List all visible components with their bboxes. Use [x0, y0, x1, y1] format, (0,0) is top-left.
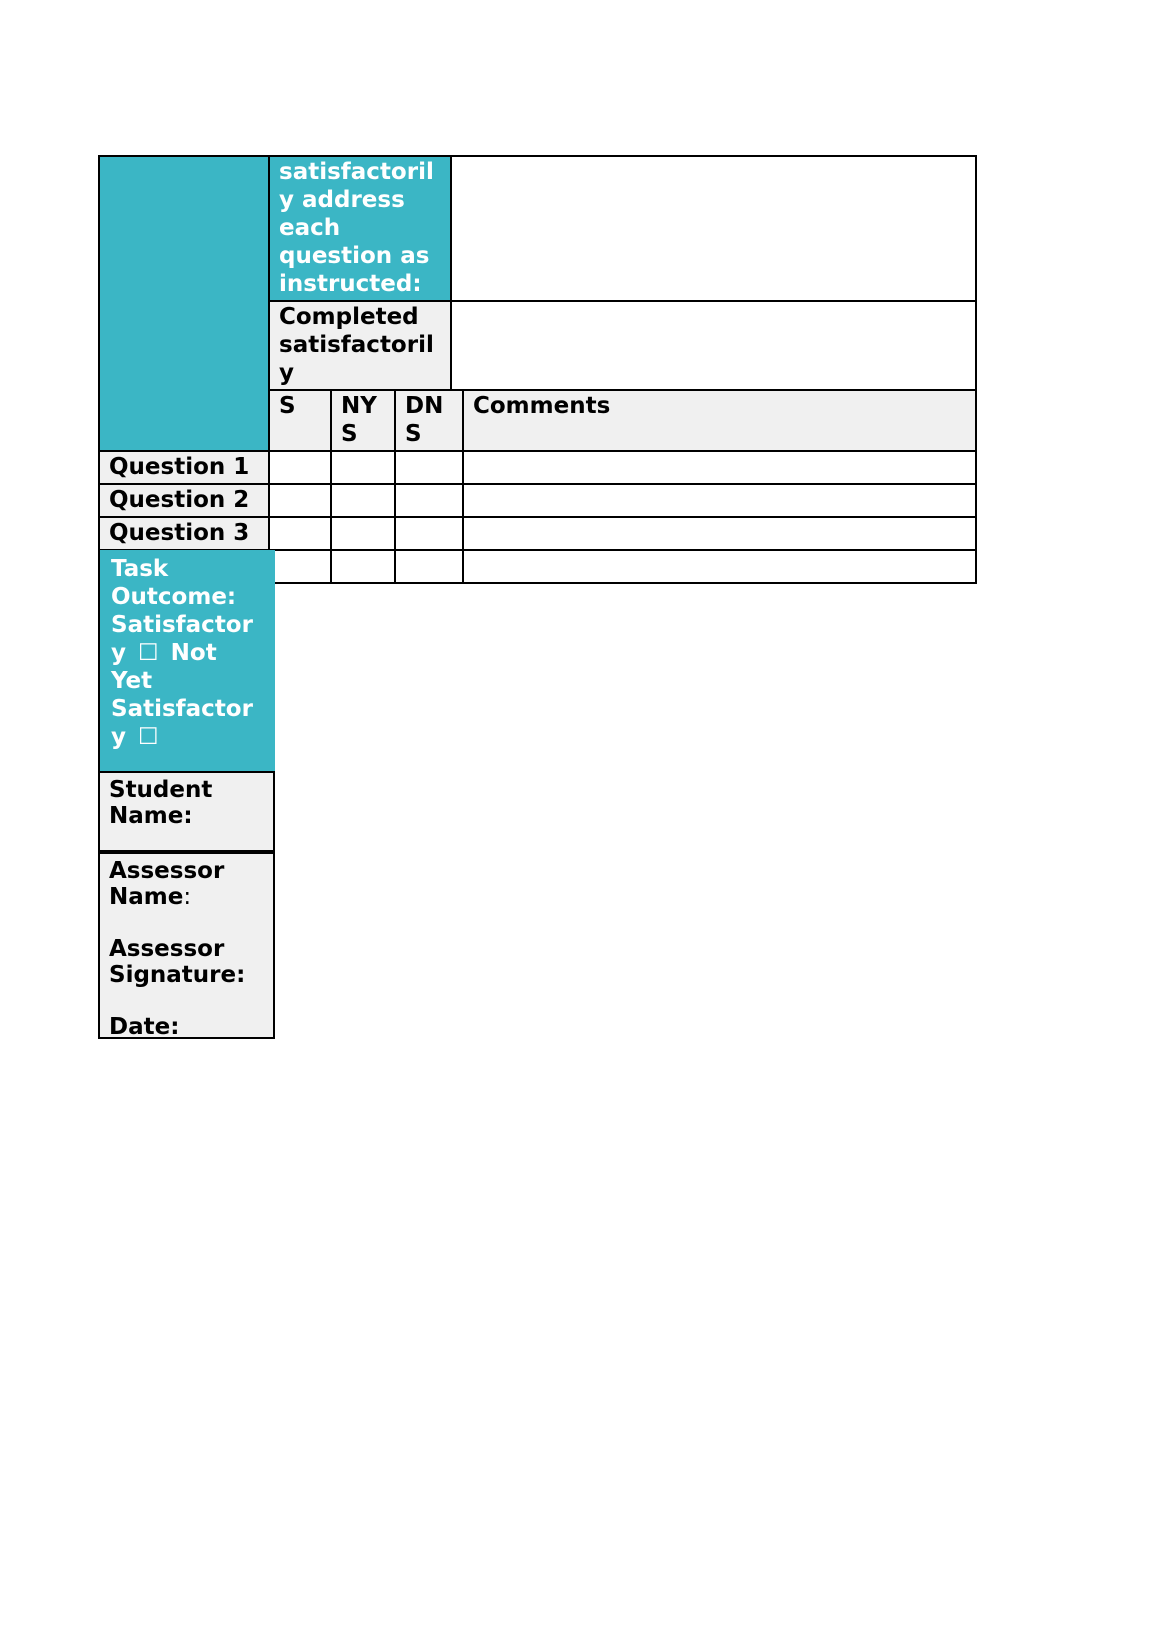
dns-cell[interactable]	[394, 450, 464, 485]
nys-cell[interactable]	[330, 483, 396, 518]
instruction-header-cell: satisfactorily address each question as …	[268, 155, 452, 302]
filler-area	[450, 155, 977, 302]
comments-cell[interactable]	[462, 483, 977, 518]
column-header-dns: DNS	[394, 389, 464, 452]
assessor-name-line: Assessor Name:	[109, 858, 261, 910]
assessment-table: satisfactorily address each question as …	[98, 155, 977, 584]
table-row: Question 1	[98, 450, 977, 485]
s-cell[interactable]	[268, 450, 332, 485]
blank-line	[109, 988, 261, 1014]
student-name-cell[interactable]: Student Name:	[98, 771, 275, 852]
comments-cell[interactable]	[462, 516, 977, 551]
task-outcome-cell: Task Outcome: Satisfactory ☐ Not Yet Sat…	[98, 550, 275, 771]
date-label: Date:	[109, 1014, 180, 1039]
blank-line	[109, 910, 261, 936]
comments-cell[interactable]	[462, 450, 977, 485]
nys-cell[interactable]	[330, 549, 396, 584]
nys-cell[interactable]	[330, 450, 396, 485]
assessor-name-colon: :	[183, 884, 192, 910]
column-header-nys: NYS	[330, 389, 396, 452]
assessor-signature-label: Assessor Signature:	[109, 936, 246, 988]
satisfactory-checkbox[interactable]: ☐	[138, 640, 159, 666]
question-label: Question 2	[98, 483, 270, 518]
s-cell[interactable]	[268, 516, 332, 551]
nys-cell[interactable]	[330, 516, 396, 551]
column-header-comments: Comments	[462, 389, 977, 452]
completed-header-cell: Completed satisfactorily	[268, 300, 452, 391]
assessor-name-label: Assessor Name	[109, 858, 225, 910]
column-header-s: S	[268, 389, 332, 452]
dns-cell[interactable]	[394, 549, 464, 584]
s-cell[interactable]	[268, 483, 332, 518]
table-row: Question 2	[98, 483, 977, 518]
task-outcome-label: Task Outcome:	[111, 556, 237, 610]
question-label: Question 3	[98, 516, 270, 551]
student-name-label: Student Name:	[109, 777, 213, 829]
not-yet-satisfactory-checkbox[interactable]: ☐	[138, 724, 159, 750]
table-row: Question 3	[98, 516, 977, 551]
dns-cell[interactable]	[394, 516, 464, 551]
satisfactory-option-label: Satisfactory	[111, 612, 253, 666]
not-yet-satisfactory-option-label: Not Yet Satisfactory	[111, 640, 253, 750]
assessor-signoff-cell[interactable]: Assessor Name: Assessor Signature: Date:	[98, 852, 275, 1039]
s-cell[interactable]	[268, 549, 332, 584]
comments-cell[interactable]	[462, 549, 977, 584]
dns-cell[interactable]	[394, 483, 464, 518]
filler-area	[450, 300, 977, 391]
question-label: Question 1	[98, 450, 270, 485]
header-left-spacer-cell	[98, 155, 270, 452]
